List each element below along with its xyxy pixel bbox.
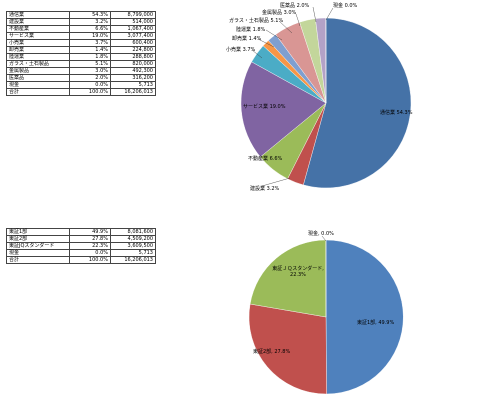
table-cell-value: 16,206,013 — [110, 88, 156, 96]
slice-label: 現金 0.0% — [333, 2, 358, 9]
table-row: 合計 100.0% 16,206,013 — [6, 88, 156, 96]
slice-label: 医薬品 2.0% — [280, 2, 310, 9]
leader-line — [321, 235, 327, 242]
leader-line — [265, 29, 283, 41]
slice-label: 東証ＪＱスタンダード, 22.3% — [272, 265, 324, 278]
leader-line — [251, 49, 263, 59]
slice-label: 通信業 54.3% — [380, 109, 413, 116]
pie-slice — [249, 239, 327, 318]
slice-label: 小売業 3.7% — [226, 46, 256, 53]
table-cell-value: 16,206,013 — [110, 256, 156, 264]
pie-slice — [325, 239, 404, 395]
slice-label: 建設業 3.2% — [250, 185, 280, 192]
slice-label: ガラス・土石製品 5.1% — [229, 17, 283, 24]
pie-slice — [303, 17, 412, 189]
leader-line — [312, 6, 317, 23]
leader-line — [278, 20, 293, 34]
leader-line — [257, 38, 275, 48]
slice-label: 東証2部, 27.8% — [253, 348, 290, 355]
slice-label: 卸売業 1.4% — [232, 35, 262, 42]
leader-line — [325, 7, 334, 21]
slice-label: 現金, 0.0% — [308, 230, 334, 237]
slice-label: 金属製品 3.0% — [262, 9, 297, 16]
slice-label: 陸運業 1.8% — [236, 26, 266, 33]
table-row: 合計 100.0% 16,206,013 — [6, 256, 156, 264]
table-row: 金属製品 3.0% 492,300 — [6, 67, 156, 75]
market-table: 東証1部 49.9% 8,081,600 東証2部 27.8% 4,509,200 東証JQ… — [6, 228, 156, 264]
sector-table: 通信業 54.3% 8,799,000 建設業 3.2% 514,000 不動産業 6.6% 1… — [6, 11, 156, 96]
table-row: 建設業 3.2% 514,000 — [6, 18, 156, 26]
slice-label: 不動産業 6.6% — [248, 155, 283, 162]
pie-slice — [248, 303, 327, 395]
leader-line — [295, 13, 301, 27]
slice-label: 東証1部, 49.9% — [357, 319, 394, 326]
pie-slice — [240, 61, 327, 158]
slice-label: サービス業 19.0% — [243, 103, 286, 110]
leader-line — [261, 177, 291, 187]
